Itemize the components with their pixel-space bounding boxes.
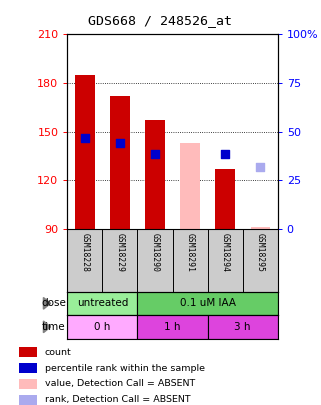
Bar [19,379,37,389]
Bar [250,227,270,229]
Text: rank, Detection Call = ABSENT: rank, Detection Call = ABSENT [45,395,191,404]
Text: GSM18290: GSM18290 [151,232,160,272]
Text: 3 h: 3 h [234,322,251,332]
Bar [75,75,95,229]
Text: time: time [42,322,66,332]
Text: percentile rank within the sample: percentile rank within the sample [45,364,205,373]
Polygon shape [43,298,51,309]
Bar [137,292,278,315]
Polygon shape [43,321,51,333]
Bar [208,315,278,339]
Text: GSM18295: GSM18295 [256,232,265,272]
Text: GSM18291: GSM18291 [186,232,195,272]
Text: GSM18228: GSM18228 [81,232,90,272]
Bar [215,169,235,229]
Bar [19,395,37,405]
Point [257,164,263,171]
Point [222,151,228,158]
Bar [19,363,37,373]
Bar [137,315,208,339]
Text: GSM18229: GSM18229 [116,232,125,272]
Text: value, Detection Call = ABSENT: value, Detection Call = ABSENT [45,379,195,388]
Point [117,140,123,146]
Text: untreated: untreated [77,298,128,308]
Bar [19,347,37,357]
Text: GDS668 / 248526_at: GDS668 / 248526_at [89,14,232,27]
Text: 1 h: 1 h [164,322,181,332]
Bar [145,120,165,229]
Point [82,135,88,141]
Bar [67,315,137,339]
Text: 0.1 uM IAA: 0.1 uM IAA [179,298,236,308]
Text: GSM18294: GSM18294 [221,232,230,272]
Point [152,151,158,158]
Bar [180,143,200,229]
Text: count: count [45,348,72,357]
Text: dose: dose [41,298,66,308]
Text: 0 h: 0 h [94,322,111,332]
Bar [110,96,130,229]
Bar [67,292,137,315]
